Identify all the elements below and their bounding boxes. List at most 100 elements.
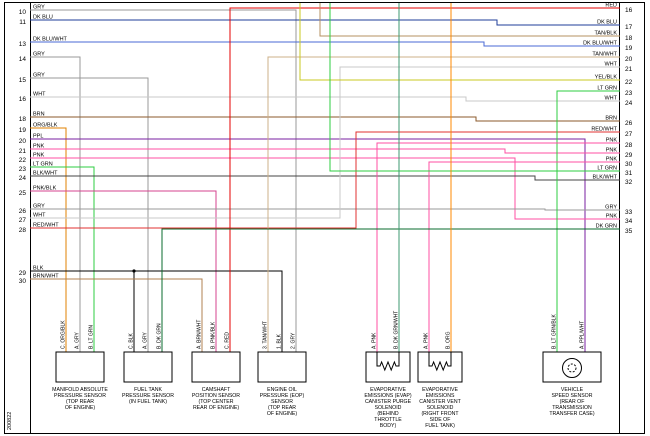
component-name-line: SPEED SENSOR [552,393,593,399]
right-pin-number: 32 [625,179,633,186]
wire-lt-grn [30,166,95,352]
component-name-line: ENGINE OIL [267,387,297,393]
left-pin-number: 16 [19,96,27,103]
component-name-line: OF ENGINE) [65,405,96,411]
right-pin-number: 22 [625,79,633,86]
component-pin-label: B. LT GRN/BLK [552,314,558,349]
component-name-line: FUEL TANK) [425,423,455,429]
solenoid-coil-symbol [428,352,452,372]
component-pin-label: A. BRN/WHT [197,320,203,349]
right-pin-label: RED [605,3,617,9]
component-name-line: EMISSIONS (EVAP) [364,393,411,399]
left-pin-number: 28 [19,227,27,234]
component-name-line: PRESSURE SENSOR [122,393,174,399]
component-pin-label: C. BLK [129,332,135,349]
right-pin-number: 24 [625,100,633,107]
right-pin-label: YEL/BLK [595,75,618,81]
wire-lt-grn [556,90,620,352]
left-pin-label: BRN [33,112,45,118]
component-pin-label: B. PNK/BLK [211,321,217,349]
left-pin-label: WHT [33,213,46,219]
component-pin-label: A. GRY [75,331,81,349]
left-pin-label: GRY [33,5,45,11]
wire-org-blk [30,127,67,352]
right-pin-number: 31 [625,170,633,177]
wire-gry [30,77,149,352]
wire-lt-grn [329,3,620,172]
wire-blk [30,270,283,352]
wire-blk-wht [30,175,620,181]
left-pin-number: 25 [19,190,27,197]
right-pin-number: 35 [625,228,633,235]
component-name-line: FUEL TANK [134,387,162,393]
evap-canister-vent-solenoid-box [417,351,463,383]
left-pin-number: 30 [19,278,27,285]
wire-dk-grn [161,228,620,352]
wire-red [229,7,620,352]
left-pin-number: 23 [19,166,27,173]
wire-wht [30,66,620,219]
component-pin-label: A. PNK [372,332,378,349]
wire-wht [30,96,620,102]
wire-dk-blu-wht [30,41,620,47]
wire-pnk [30,157,620,220]
left-pin-label: BRN/WHT [33,274,59,280]
left-pin-number: 24 [19,175,27,182]
component-name-line: (TOP REAR [268,405,296,411]
right-pin-number: 28 [625,142,633,149]
wire-tan-blk [319,3,620,37]
left-pin-number: 14 [19,56,27,63]
right-pin-number: 26 [625,120,633,127]
camshaft-position-sensor-box [191,351,241,383]
component-name-line: VEHICLE [561,387,584,393]
wire-tan-wht [267,56,620,352]
component-name-line: OF ENGINE) [267,411,298,417]
right-pin-label: BLK/WHT [593,175,618,181]
component-name-line: SENSOR [271,399,293,405]
left-pin-number: 20 [19,138,27,145]
component-name-line: (TOP CENTER [199,399,234,405]
right-pin-label: TAN/BLK [594,31,617,37]
fuel-tank-pressure-sensor-box [123,351,173,383]
component-name-line: SOLENOID [375,405,402,411]
engine-oil-pressure-sensor-box [257,351,307,383]
left-pin-number: 22 [19,157,27,164]
left-pin-label: GRY [33,204,45,210]
component-name-line: (REAR OF [560,399,585,405]
left-pin-label: BLK [33,266,44,272]
left-pin-label: GRY [33,52,45,58]
component-name-line: TRANSFER CASE) [549,411,595,417]
right-pin-number: 34 [625,218,633,225]
wire-junction [132,269,136,273]
left-pin-number: 11 [19,19,26,26]
right-pin-label: RED/WHT [591,127,617,133]
speed-sensor-gear-teeth-icon [567,363,577,373]
left-pin-number: 27 [19,217,27,224]
left-pin-label: RED/WHT [33,223,59,229]
speed-sensor-gear-icon [562,358,582,378]
component-name-line: CANISTER PURGE [365,399,412,405]
wire-brn [30,116,620,122]
right-pin-number: 29 [625,152,633,159]
right-pin-number: 19 [625,45,633,52]
component-name-line: REAR OF ENGINE) [193,405,239,411]
component-pin-label: A. PNK [424,332,430,349]
component-pin-label: 3. TAN/WHT [263,321,269,349]
left-pin-number: 29 [19,270,27,277]
component-pin-label: B. ORG [446,331,452,349]
right-pin-label: DK BLU/WHT [583,41,618,47]
left-pin-number: 15 [19,77,27,84]
right-pin-number: 16 [625,7,633,14]
component-name-line: EVAPORATIVE [370,387,406,393]
right-pin-number: 20 [625,56,633,63]
component-pin-label: B. DK GRN [157,323,163,349]
component-name-line: (IN FUEL TANK) [129,399,167,405]
wire-pnk [30,148,620,154]
wire-gry [30,208,620,211]
component-pin-label: 1. BLK [277,333,283,349]
component-name-line: THROTTLE [374,417,402,423]
solenoid-coil-symbol [376,352,400,372]
right-pin-label: LT GRN [597,166,617,172]
component-name-line: POSITION SENSOR [192,393,240,399]
